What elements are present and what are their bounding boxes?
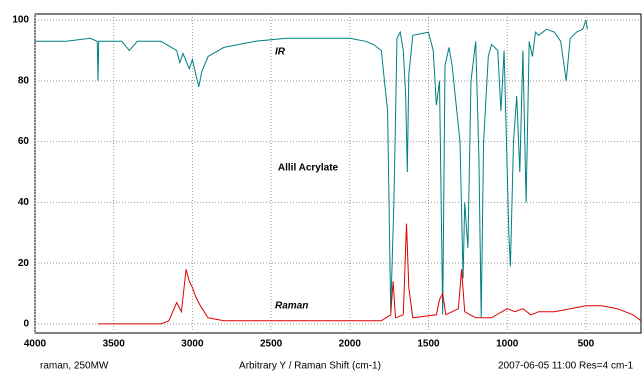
x-tick-label: 2500 xyxy=(260,339,283,350)
y-tick-label: 0 xyxy=(23,319,29,330)
x-tick-label: 2000 xyxy=(339,339,362,350)
annotation: Raman xyxy=(275,301,308,312)
x-tick-label: 4000 xyxy=(24,339,47,350)
chart-title: Allil Acrylate xyxy=(278,163,339,174)
y-tick-label: 100 xyxy=(12,15,29,26)
y-tick-label: 80 xyxy=(18,75,30,86)
x-axis-label: Arbitrary Y / Raman Shift (cm-1) xyxy=(239,361,381,372)
footer-left: raman, 250MW xyxy=(40,361,109,372)
spectrum-line xyxy=(98,223,642,325)
y-tick-label: 40 xyxy=(18,197,30,208)
spectrum-line xyxy=(35,19,588,318)
x-tick-label: 3000 xyxy=(181,339,204,350)
x-tick-label: 1000 xyxy=(496,339,519,350)
y-tick-label: 60 xyxy=(18,136,30,147)
x-tick-label: 1500 xyxy=(417,339,440,350)
x-tick-label: 3500 xyxy=(103,339,126,350)
x-tick-label: 500 xyxy=(578,339,595,350)
y-tick-label: 20 xyxy=(18,258,30,269)
footer-right: 2007-06-05 11:00 Res=4 cm-1 xyxy=(498,361,634,372)
annotation: IR xyxy=(275,47,286,58)
